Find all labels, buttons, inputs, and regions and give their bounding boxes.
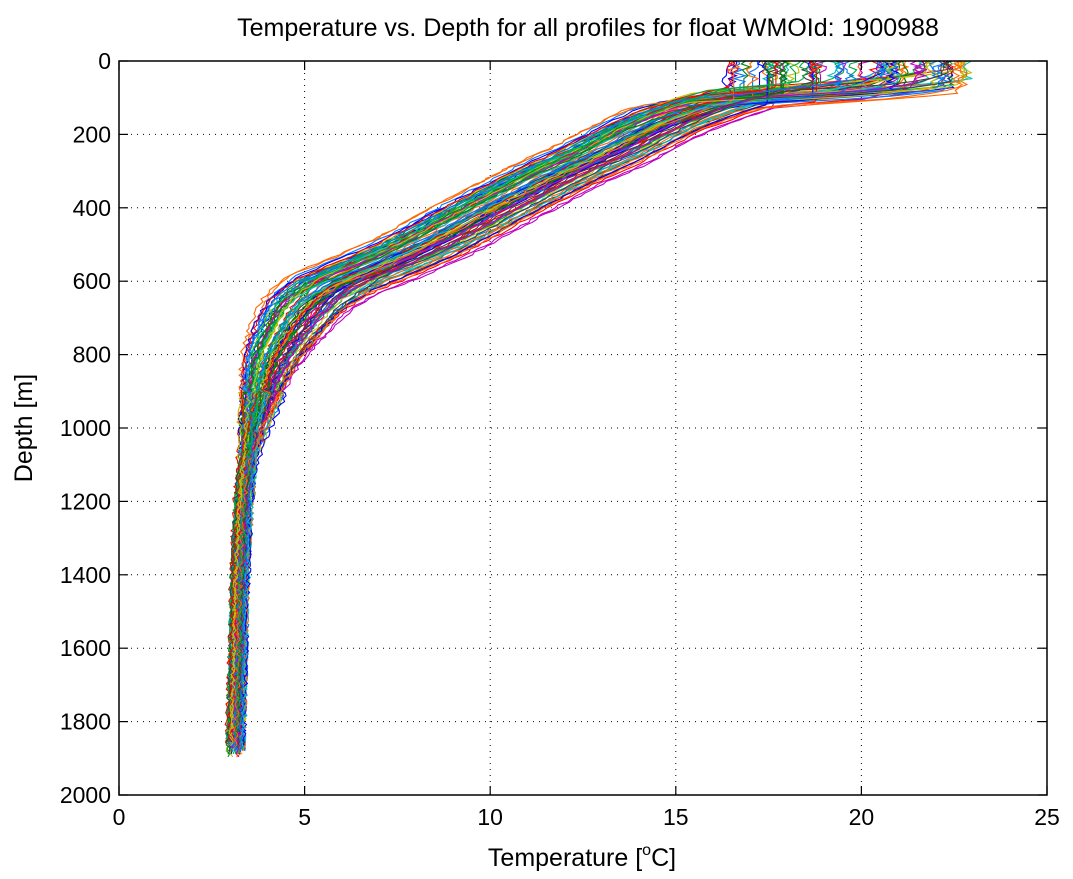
profile-line	[240, 60, 741, 752]
profile-line	[236, 60, 778, 749]
profile-lines	[224, 60, 973, 758]
x-tick-label: 10	[477, 804, 503, 830]
profile-line	[238, 60, 738, 737]
x-tick-label: 0	[113, 804, 126, 830]
profile-line	[233, 60, 964, 746]
x-axis-label: Temperature [oC]	[488, 842, 676, 872]
profile-line	[230, 60, 739, 749]
profile-line	[232, 60, 787, 755]
profile-line	[228, 60, 969, 740]
profile-line	[229, 60, 779, 755]
profile-line	[236, 60, 954, 746]
y-axis-label: Depth [m]	[10, 374, 38, 482]
axis-ticks: 0 5 10 15 20 25 0 200 400 600 800 1000 1200 1400 1600 1…	[60, 48, 1060, 830]
profile-line	[226, 60, 820, 740]
profile-line	[232, 60, 815, 737]
profile-line	[225, 60, 779, 740]
y-tick-label: 1400	[60, 562, 111, 588]
profile-line	[232, 60, 969, 749]
profile-line	[228, 60, 814, 746]
profile-line	[241, 60, 771, 746]
profile-line	[233, 60, 802, 737]
y-tick-label: 0	[98, 48, 111, 74]
profile-line	[238, 60, 886, 752]
profile-line	[228, 60, 775, 752]
y-tick-label: 2000	[60, 782, 111, 808]
profile-line	[226, 60, 904, 743]
y-tick-label: 1000	[60, 415, 111, 441]
y-tick-label: 1800	[60, 709, 111, 735]
profile-line	[232, 60, 780, 740]
chart-title: Temperature vs. Depth for all profiles f…	[237, 14, 939, 42]
y-tick-label: 1200	[60, 488, 111, 514]
profile-line	[227, 60, 818, 743]
profile-line	[236, 60, 787, 743]
y-tick-label: 800	[73, 342, 111, 368]
profile-line	[225, 60, 788, 755]
profile-line	[225, 60, 886, 757]
y-tick-label: 1600	[60, 635, 111, 661]
profile-line	[231, 60, 759, 752]
x-tick-label: 25	[1034, 804, 1060, 830]
y-tick-label: 200	[73, 121, 111, 147]
profile-line	[226, 60, 778, 758]
profile-line	[234, 60, 771, 757]
x-tick-label: 5	[298, 804, 311, 830]
profile-line	[236, 60, 809, 755]
profile-line	[228, 60, 800, 746]
y-tick-label: 400	[73, 195, 111, 221]
grid-lines	[119, 61, 1047, 795]
x-tick-label: 15	[663, 804, 689, 830]
x-tick-label: 20	[849, 804, 875, 830]
profile-line	[235, 60, 771, 740]
profile-line	[234, 60, 778, 758]
profile-line	[232, 60, 760, 740]
profile-line	[227, 60, 910, 752]
profile-line	[237, 60, 752, 737]
profile-line	[233, 60, 790, 749]
profile-line	[235, 60, 767, 755]
profile-line	[228, 60, 739, 740]
y-tick-label: 600	[73, 268, 111, 294]
